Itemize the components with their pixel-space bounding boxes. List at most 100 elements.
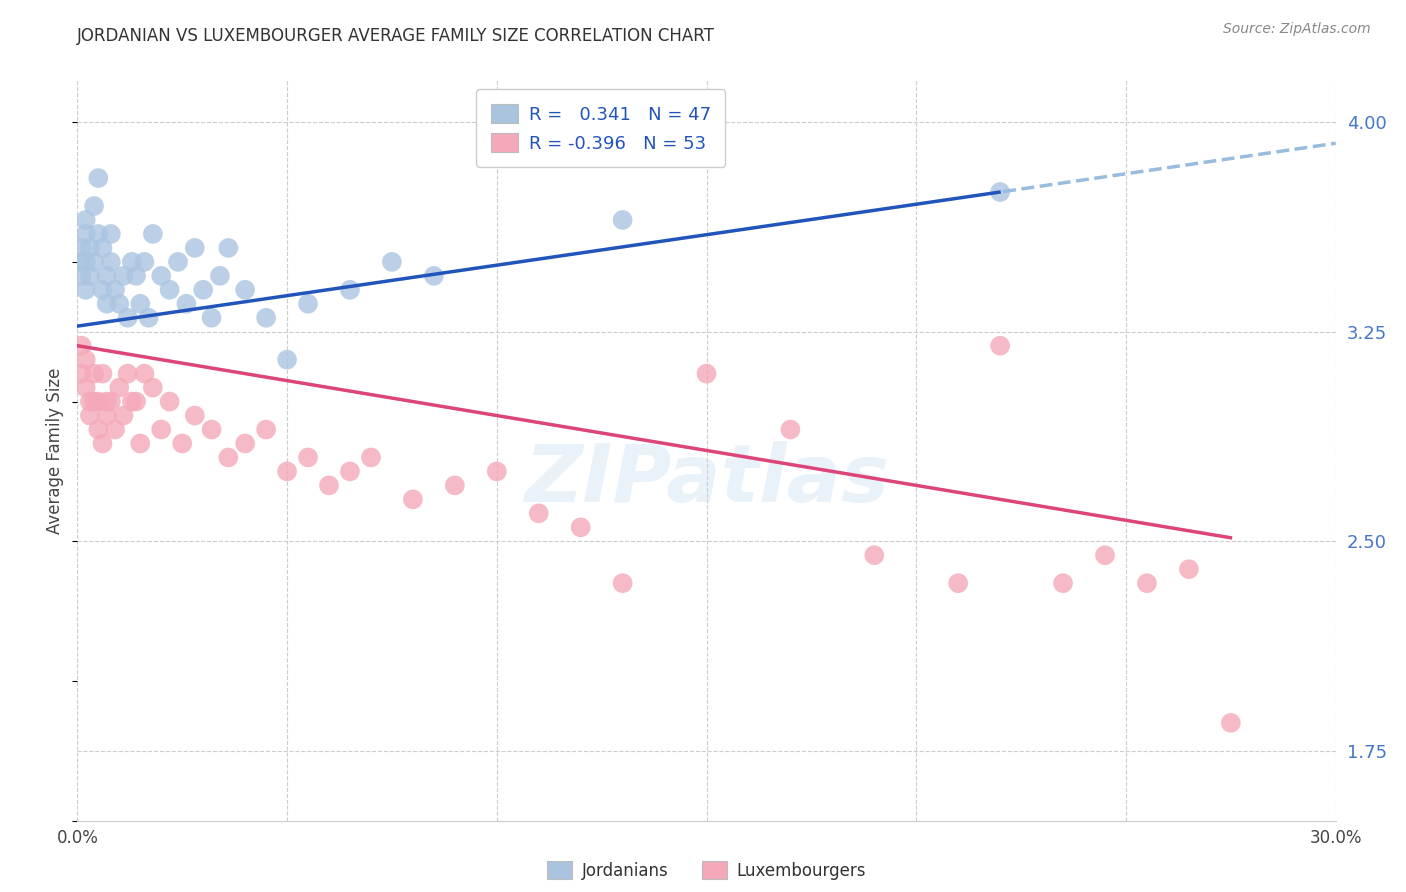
Point <box>423 268 446 283</box>
Point <box>75 283 97 297</box>
Point <box>96 268 118 283</box>
Point <box>1136 576 1159 591</box>
Point <box>70 255 93 269</box>
Text: Source: ZipAtlas.com: Source: ZipAtlas.com <box>1223 22 1371 37</box>
Point <box>134 367 156 381</box>
Point <box>1178 562 1201 576</box>
Point <box>988 185 1011 199</box>
Point <box>948 576 970 591</box>
Point <box>200 310 222 325</box>
Point <box>96 394 118 409</box>
Point <box>254 310 277 325</box>
Point <box>402 492 425 507</box>
Point <box>191 283 215 297</box>
Point <box>112 268 135 283</box>
Point <box>96 409 118 423</box>
Point <box>184 409 207 423</box>
Point <box>87 423 110 437</box>
Point <box>79 268 101 283</box>
Point <box>83 199 105 213</box>
Point <box>696 367 718 381</box>
Point <box>91 241 114 255</box>
Point <box>863 548 886 562</box>
Point <box>100 255 122 269</box>
Point <box>138 310 160 325</box>
Point <box>87 394 110 409</box>
Point <box>176 297 198 311</box>
Point <box>83 255 105 269</box>
Point <box>159 283 181 297</box>
Point <box>569 520 592 534</box>
Point <box>233 283 256 297</box>
Point <box>1219 715 1241 730</box>
Point <box>121 394 143 409</box>
Point <box>159 394 181 409</box>
Point <box>339 464 361 478</box>
Point <box>117 367 139 381</box>
Point <box>91 283 114 297</box>
Point <box>612 213 634 227</box>
Point <box>70 367 93 381</box>
Point <box>75 227 97 241</box>
Point <box>100 394 122 409</box>
Point <box>172 436 194 450</box>
Point <box>612 576 634 591</box>
Point <box>100 227 122 241</box>
Point <box>87 171 110 186</box>
Point <box>276 352 298 367</box>
Point <box>75 381 97 395</box>
Point <box>988 339 1011 353</box>
Point <box>96 297 118 311</box>
Point <box>83 367 105 381</box>
Point <box>134 255 156 269</box>
Point <box>79 409 101 423</box>
Point <box>129 297 152 311</box>
Point <box>297 450 319 465</box>
Point <box>70 268 93 283</box>
Point <box>276 464 298 478</box>
Text: JORDANIAN VS LUXEMBOURGER AVERAGE FAMILY SIZE CORRELATION CHART: JORDANIAN VS LUXEMBOURGER AVERAGE FAMILY… <box>77 27 716 45</box>
Point <box>91 436 114 450</box>
Point <box>129 436 152 450</box>
Point <box>79 241 101 255</box>
Point <box>318 478 340 492</box>
Point <box>104 283 127 297</box>
Point <box>142 227 165 241</box>
Point <box>70 339 93 353</box>
Point <box>117 310 139 325</box>
Point <box>142 381 165 395</box>
Point <box>75 352 97 367</box>
Point <box>108 297 131 311</box>
Point <box>112 409 135 423</box>
Point <box>1052 576 1074 591</box>
Point <box>75 213 97 227</box>
Point <box>1094 548 1116 562</box>
Point <box>125 394 148 409</box>
Point <box>217 450 239 465</box>
Point <box>70 241 93 255</box>
Point <box>254 423 277 437</box>
Point <box>150 268 173 283</box>
Point <box>360 450 382 465</box>
Point <box>79 394 101 409</box>
Point <box>233 436 256 450</box>
Point <box>83 394 105 409</box>
Point <box>91 367 114 381</box>
Point <box>167 255 190 269</box>
Point <box>527 506 550 520</box>
Point <box>104 423 127 437</box>
Point <box>121 255 143 269</box>
Point <box>444 478 467 492</box>
Point <box>200 423 222 437</box>
Point <box>779 423 801 437</box>
Point <box>339 283 361 297</box>
Y-axis label: Average Family Size: Average Family Size <box>46 368 65 533</box>
Point <box>87 227 110 241</box>
Point <box>297 297 319 311</box>
Point <box>75 255 97 269</box>
Point <box>184 241 207 255</box>
Legend: Jordanians, Luxembourgers: Jordanians, Luxembourgers <box>540 855 873 887</box>
Point <box>485 464 508 478</box>
Point <box>150 423 173 437</box>
Point <box>381 255 404 269</box>
